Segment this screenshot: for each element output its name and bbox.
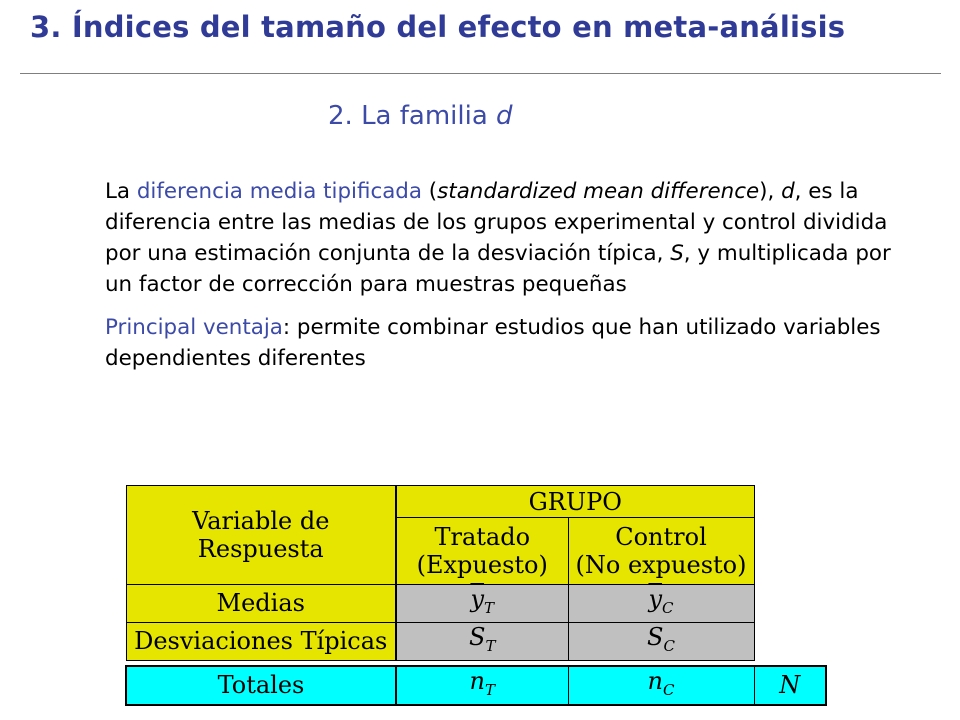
slide-subtitle: 2. La familia d <box>328 101 513 131</box>
empty-cell <box>754 486 826 518</box>
english-term: standardized mean difference <box>437 179 760 204</box>
subscript-t: T <box>484 680 495 699</box>
var-s: S <box>670 241 684 266</box>
title-divider <box>20 73 941 74</box>
subtitle-variable: d <box>496 101 513 131</box>
empty-cell <box>754 585 826 623</box>
total-treated-cell: nT <box>395 665 569 706</box>
treated-header-line1: Tratado <box>434 523 531 551</box>
row-header-line1: Variable de <box>192 507 330 535</box>
n-symbol: n <box>469 667 485 696</box>
subscript-c: C <box>663 636 675 655</box>
term-advantage: Principal ventaja <box>105 315 283 340</box>
subscript-t: T <box>484 598 495 617</box>
control-header-line1: Control <box>615 523 707 551</box>
summary-table: Variable de Respuesta GRUPO Tratado (Exp… <box>125 485 827 706</box>
para1-prefix: La <box>105 179 137 204</box>
y-bar-symbol: y <box>470 585 485 613</box>
subscript-t: T <box>485 636 496 655</box>
para1-open-paren: ( <box>422 179 438 204</box>
para1-after-english: ), <box>759 179 782 204</box>
advantage-text: : permite combinar estudios que han util… <box>105 315 881 371</box>
control-header-line2: (No expuesto) <box>575 551 747 579</box>
term-smd: diferencia media tipificada <box>136 179 422 204</box>
para1-suffix: , y multiplicada por un factor de correc… <box>105 241 891 297</box>
definition-paragraph: La diferencia media tipificada (standard… <box>105 176 905 300</box>
treated-header-cell: Tratado (Expuesto) <box>395 517 569 585</box>
mean-control-cell: yC <box>567 584 755 623</box>
body-text: La diferencia media tipificada (standard… <box>105 176 905 374</box>
row-header-line2: Respuesta <box>197 535 324 563</box>
empty-cell <box>754 622 826 660</box>
means-label-cell: Medias <box>125 584 397 623</box>
sd-label-cell: Desviaciones Típicas <box>125 621 397 661</box>
empty-cell <box>754 518 826 585</box>
s-symbol: S <box>469 622 486 651</box>
var-d: d <box>781 179 795 204</box>
advantage-paragraph: Principal ventaja: permite combinar estu… <box>105 312 905 374</box>
s-symbol: S <box>647 622 664 651</box>
subscript-c: C <box>662 680 675 699</box>
grand-total-cell: N <box>753 665 827 706</box>
mean-treated-cell: yT <box>395 584 569 623</box>
subtitle-prefix: 2. La familia <box>328 101 497 131</box>
row-header-cell: Variable de Respuesta <box>125 485 397 585</box>
totals-label-cell: Totales <box>125 665 397 706</box>
subscript-c: C <box>662 598 674 617</box>
slide-title: 3. Índices del tamaño del efecto en meta… <box>30 10 846 44</box>
treated-header-line2: (Expuesto) <box>416 551 548 579</box>
total-control-cell: nC <box>567 665 755 706</box>
para1-middle: , es la diferencia entre las medias de l… <box>105 179 888 266</box>
sd-treated-cell: ST <box>395 621 569 661</box>
control-header-cell: Control (No expuesto) <box>567 517 755 585</box>
group-header-cell: GRUPO <box>395 485 755 518</box>
n-symbol: n <box>647 667 663 696</box>
sd-control-cell: SC <box>567 621 755 661</box>
grand-n-symbol: N <box>779 671 801 700</box>
y-bar-symbol: y <box>648 585 663 613</box>
